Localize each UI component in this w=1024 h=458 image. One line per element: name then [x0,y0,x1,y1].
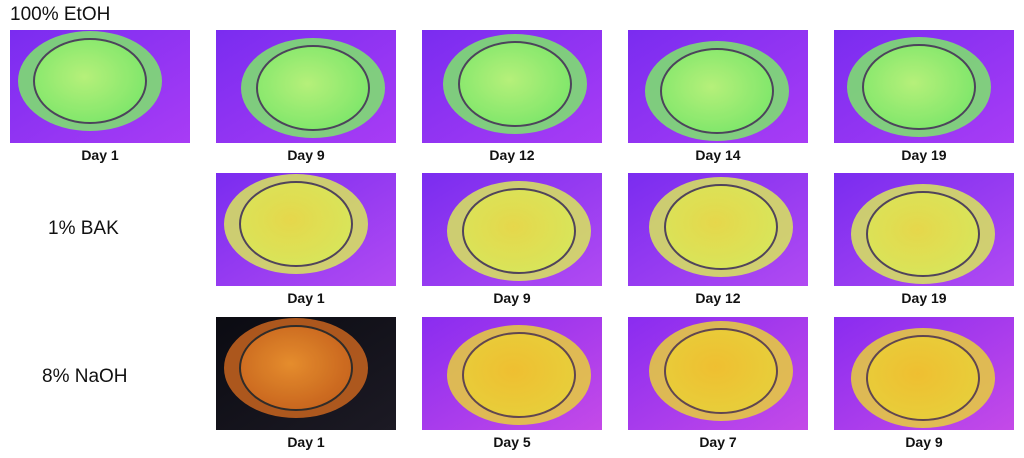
specimen-photo [628,317,808,430]
day-caption: Day 12 [695,290,741,306]
day-caption: Day 19 [901,147,947,163]
specimen-photo [422,30,602,143]
day-caption: Day 14 [695,147,741,163]
day-caption: Day 9 [905,434,943,450]
specimen-photo [216,173,396,286]
specimen-photo [216,317,396,430]
day-caption: Day 19 [901,290,947,306]
specimen-photo [216,30,396,143]
day-caption: Day 7 [699,434,737,450]
specimen-photo [834,317,1014,430]
row-label: 8% NaOH [42,366,128,387]
day-caption: Day 9 [493,290,531,306]
day-caption: Day 1 [287,290,325,306]
specimen-photo [628,173,808,286]
specimen-photo [422,173,602,286]
specimen-photo [10,30,190,143]
day-caption: Day 5 [493,434,531,450]
day-caption: Day 12 [489,147,535,163]
day-caption: Day 1 [81,147,119,163]
row-label: 1% BAK [48,218,119,239]
specimen-photo [628,30,808,143]
specimen-photo [834,173,1014,286]
day-caption: Day 1 [287,434,325,450]
day-caption: Day 9 [287,147,325,163]
row-label: 100% EtOH [10,4,111,25]
specimen-photo [422,317,602,430]
specimen-photo [834,30,1014,143]
